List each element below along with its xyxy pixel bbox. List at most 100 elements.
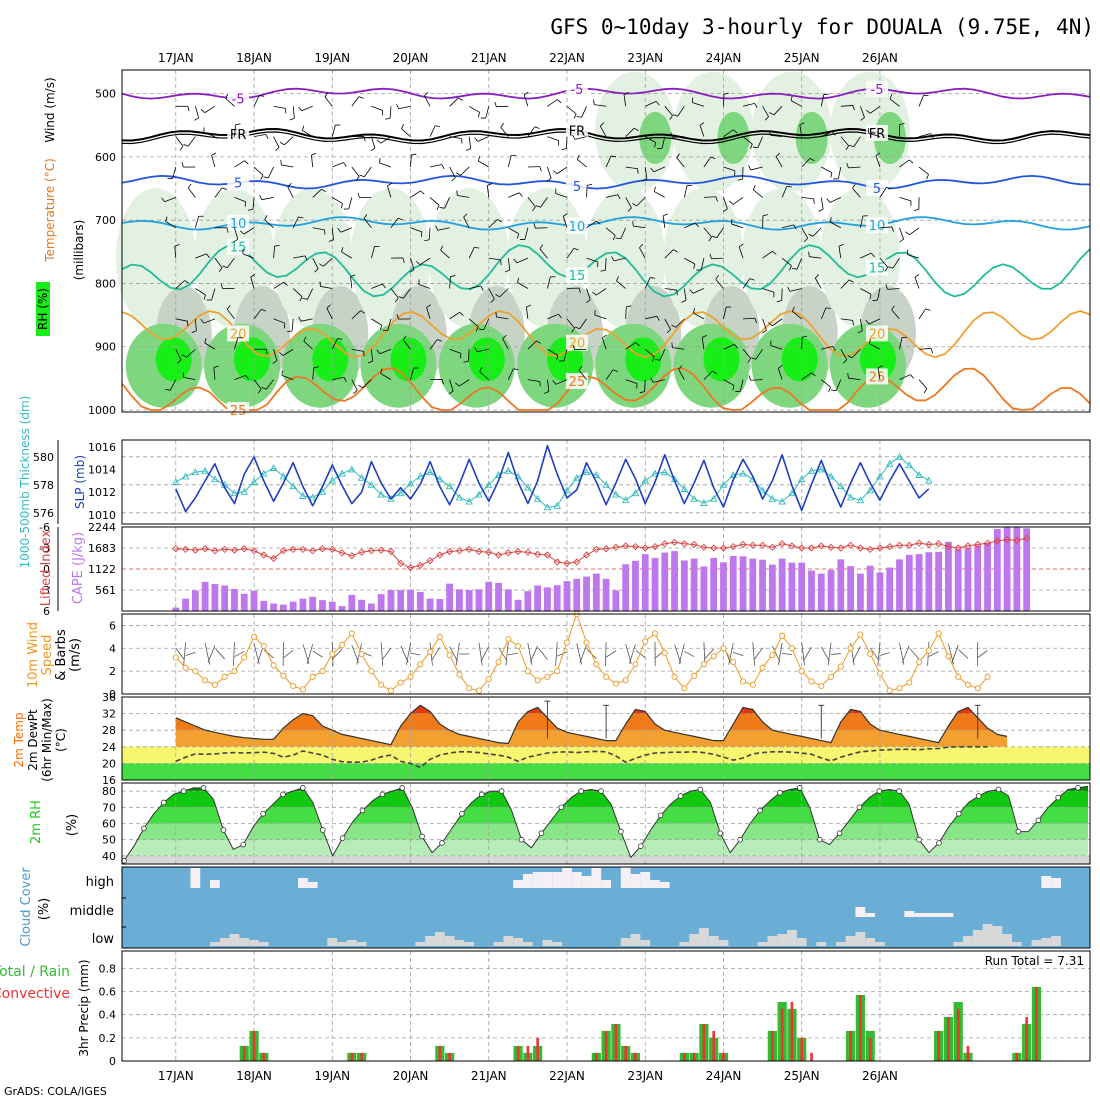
thickness-point	[357, 473, 366, 481]
wind-barb	[364, 166, 372, 177]
wind-barb	[918, 166, 929, 175]
thickness-point	[367, 480, 376, 488]
isotherm-label-bg	[227, 126, 250, 143]
wind10-point	[700, 661, 707, 668]
wind-barb	[750, 379, 763, 381]
wind-barb	[273, 246, 276, 259]
wind-barb	[868, 132, 881, 138]
cape-bar	[182, 598, 189, 611]
wind10-point	[456, 671, 463, 678]
wind-barb	[899, 159, 910, 168]
rh2m-point	[1015, 828, 1022, 835]
wind-barb	[684, 257, 696, 265]
wind-barb	[253, 379, 262, 390]
wind-barb-flag	[866, 109, 871, 114]
temperature-axis-label: Temperature (°C)	[43, 158, 57, 263]
wind-barb-flag	[803, 237, 808, 243]
wind10-point	[436, 633, 443, 640]
wind-barb-flag	[558, 313, 562, 319]
cape-bar	[299, 598, 307, 611]
rh-area-bright	[155, 337, 192, 382]
wind-barb-flag	[592, 291, 597, 296]
wind-barb	[840, 105, 853, 107]
thickness-point	[426, 468, 434, 476]
wind-barb	[527, 340, 537, 350]
wind-barb-flag	[587, 183, 593, 186]
wind10-barb	[899, 643, 905, 665]
wind-barb	[483, 318, 490, 330]
wind-barb-flag	[211, 152, 217, 156]
wind-barb-flag	[749, 278, 755, 281]
wind-barb	[661, 136, 666, 149]
wind-barb	[840, 136, 850, 146]
wind-barb	[507, 258, 511, 271]
wind-barb-flag	[250, 274, 256, 278]
temp-axis-label-line: (6hr Min/Max)	[40, 698, 54, 782]
wind-barb-flag	[500, 259, 502, 266]
isotherm-label: 10	[869, 219, 886, 234]
wind-barb	[387, 318, 392, 331]
cloud-low-bar	[699, 928, 709, 946]
lifted-index-point	[631, 542, 640, 551]
precip-ytick: 0.4	[99, 1009, 117, 1022]
thickness-point	[602, 480, 610, 488]
wind-barb-flag	[179, 146, 184, 151]
wind-barb-flag	[676, 153, 680, 159]
wind-barb	[595, 288, 607, 296]
wind-barb-flag	[539, 381, 541, 387]
wind-barb	[496, 316, 509, 320]
wind-barb-flag	[926, 174, 929, 180]
wind-barb-flag	[814, 274, 820, 279]
wind-barb	[777, 368, 783, 380]
lifted-index-point	[269, 554, 278, 563]
wind10-point	[270, 662, 277, 669]
date-label-top: 21JAN	[471, 51, 507, 65]
wind10-point	[466, 685, 473, 692]
wind-barb	[214, 257, 223, 268]
isotherm-label: -5	[570, 83, 583, 98]
cloud-low-bar	[552, 942, 563, 946]
wind-barb-flag	[200, 108, 206, 113]
thickness-point	[279, 472, 288, 480]
wind-barb	[907, 254, 920, 259]
wind-barb	[516, 257, 529, 264]
lifted-index-point	[651, 542, 659, 551]
wind-barb	[500, 127, 509, 137]
wind-barb	[380, 373, 392, 380]
wind10-barb	[449, 646, 458, 662]
wind-barb	[547, 348, 559, 356]
wind-barb	[187, 187, 196, 198]
wind-barb	[636, 197, 646, 207]
wind-barb	[547, 166, 552, 179]
wind-barb	[870, 105, 881, 114]
thickness-axis-label: 1000-500mb Thickness (dm)	[18, 396, 32, 569]
wind10-point	[554, 668, 561, 675]
wind10-barb	[879, 652, 890, 656]
wind-barb-flag	[363, 214, 368, 219]
lifted-index-point	[230, 546, 239, 554]
wind-barb	[281, 164, 294, 168]
thickness-point	[181, 472, 190, 480]
wind10-barb	[635, 649, 646, 659]
wind-barb-flag	[387, 182, 392, 187]
date-label-top: 17JAN	[158, 51, 194, 65]
wind-barb-flag	[762, 329, 767, 334]
wind10-point	[250, 633, 258, 640]
cloud-high-bar	[630, 874, 641, 888]
wind-barb	[253, 95, 260, 107]
wind-barb-flag	[260, 174, 264, 180]
wind-barb-flag	[287, 183, 292, 188]
wind-barb-flag	[539, 244, 544, 250]
wind-barb-flag	[353, 390, 358, 394]
wind-barb-flag	[435, 225, 439, 231]
cape-bar	[759, 559, 766, 611]
wind10-point	[290, 682, 297, 690]
wind-barb-flag	[177, 359, 182, 364]
wind-barb	[390, 217, 399, 229]
wind-barb	[203, 131, 216, 138]
thickness-point	[788, 489, 796, 497]
wind-barb	[488, 257, 501, 261]
wind-barb	[341, 251, 353, 259]
wind-barb	[770, 134, 783, 138]
wind-barb-flag	[299, 296, 303, 302]
